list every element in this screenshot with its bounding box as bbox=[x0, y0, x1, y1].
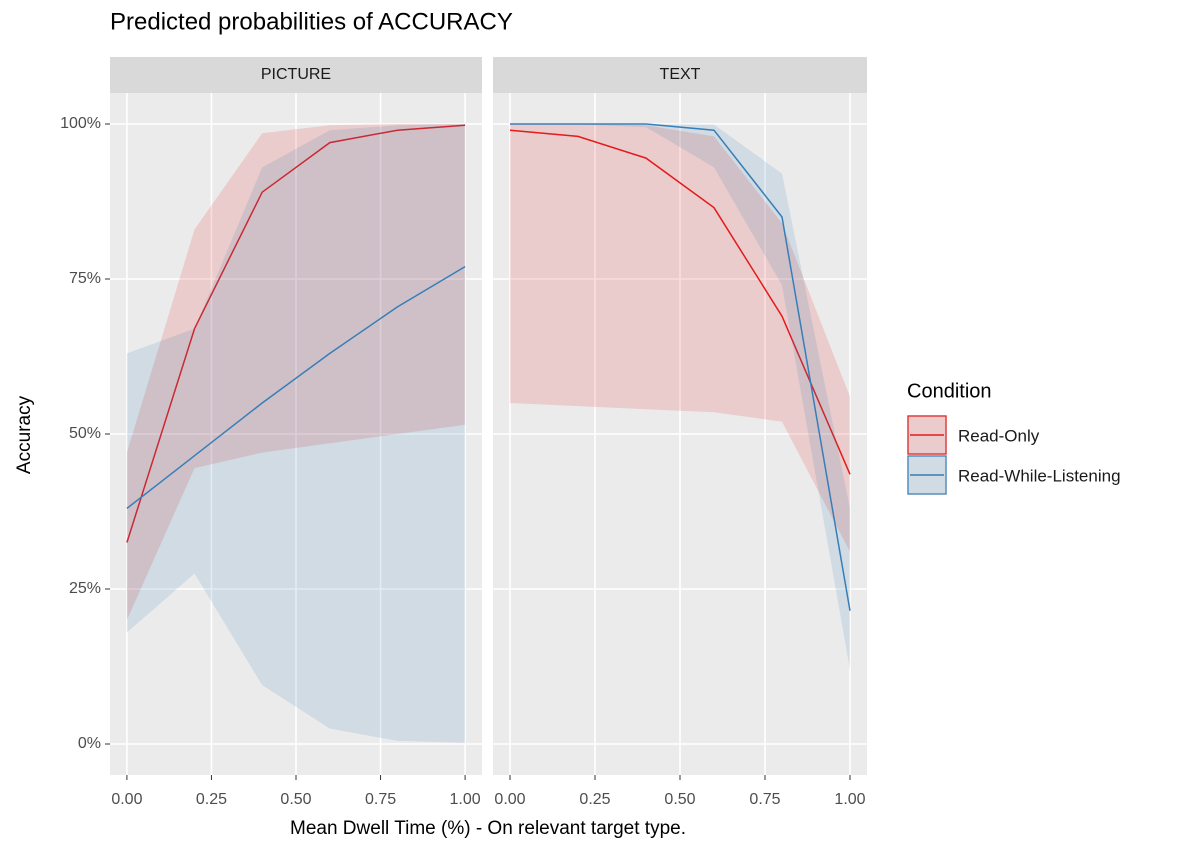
confidence-band bbox=[126, 124, 466, 620]
x-tick-label: 0.75 bbox=[749, 791, 780, 808]
x-tick-label: 0.75 bbox=[365, 791, 396, 808]
x-tick-label: 0.25 bbox=[196, 791, 227, 808]
x-tick-label: 0.25 bbox=[579, 791, 610, 808]
y-tick-label: 0% bbox=[78, 735, 101, 752]
y-tick-label: 100% bbox=[60, 115, 101, 132]
y-tick-label: 75% bbox=[69, 270, 101, 287]
x-tick-label: 0.00 bbox=[494, 791, 525, 808]
y-tick-label: 25% bbox=[69, 580, 101, 597]
confidence-band bbox=[126, 124, 466, 743]
legend-label: Read-While-Listening bbox=[958, 466, 1121, 485]
x-tick-label: 1.00 bbox=[834, 791, 865, 808]
x-tick-label: 0.50 bbox=[280, 791, 311, 808]
x-tick-label: 0.00 bbox=[111, 791, 142, 808]
x-axis-label: Mean Dwell Time (%) - On relevant target… bbox=[290, 818, 686, 839]
line bbox=[126, 124, 466, 543]
y-axis-label: Accuracy bbox=[14, 395, 35, 474]
strip bbox=[110, 57, 482, 93]
legend-label: Read-Only bbox=[958, 426, 1040, 445]
line bbox=[126, 265, 466, 509]
strip-label: PICTURE bbox=[261, 66, 331, 83]
y-tick-label: 50% bbox=[69, 425, 101, 442]
line bbox=[510, 123, 851, 611]
legend-title: Condition bbox=[907, 380, 992, 402]
x-tick-label: 1.00 bbox=[450, 791, 481, 808]
line bbox=[509, 129, 851, 475]
strip bbox=[493, 57, 867, 93]
chart-title: Predicted probabilities of ACCURACY bbox=[110, 8, 513, 35]
strip-label: TEXT bbox=[660, 66, 701, 83]
x-tick-label: 0.50 bbox=[664, 791, 695, 808]
confidence-band bbox=[510, 124, 850, 552]
